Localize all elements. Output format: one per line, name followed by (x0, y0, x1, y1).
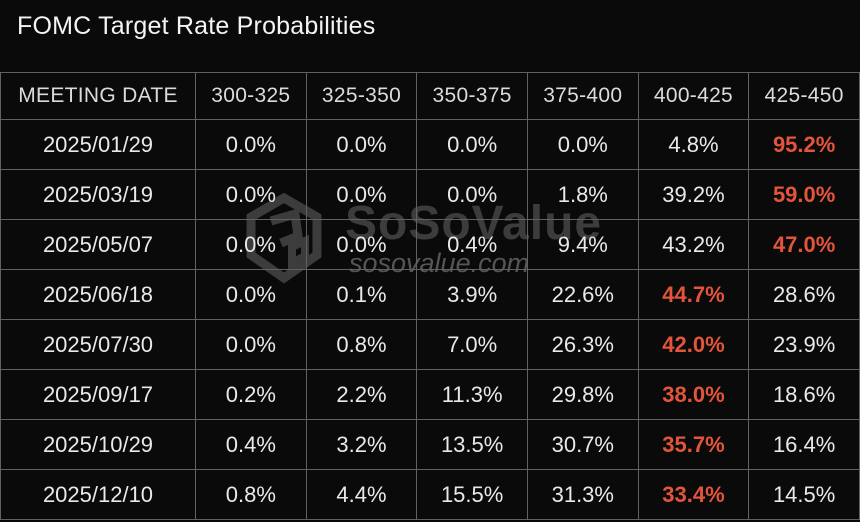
probability-cell: 0.0% (305, 169, 418, 220)
probability-cell: 39.2% (637, 169, 750, 220)
probability-cell: 26.3% (526, 319, 639, 370)
probability-cell: 0.0% (195, 319, 307, 370)
rate-probabilities-table: MEETING DATE 300-325 325-350 350-375 375… (0, 72, 860, 520)
probability-cell-highlighted: 44.7% (637, 269, 750, 320)
probability-cell-highlighted: 38.0% (637, 369, 750, 420)
probability-cell: 7.0% (416, 319, 528, 370)
table-row: 2025/09/17 0.2% 2.2% 11.3% 29.8% 38.0% 18.6% (0, 369, 860, 420)
column-header-300-325: 300-325 (195, 72, 307, 120)
table-row: 2025/01/29 0.0% 0.0% 0.0% 0.0% 4.8% 95.2% (0, 119, 860, 170)
table-row: 2025/10/29 0.4% 3.2% 13.5% 30.7% 35.7% 16.4% (0, 419, 860, 470)
probability-cell: 31.3% (526, 469, 639, 520)
probability-cell: 11.3% (416, 369, 528, 420)
probability-cell-highlighted: 42.0% (637, 319, 750, 370)
column-header-meeting-date: MEETING DATE (0, 72, 196, 120)
probability-cell: 28.6% (748, 269, 860, 320)
probability-cell: 0.0% (195, 119, 307, 170)
probability-cell-highlighted: 35.7% (637, 419, 750, 470)
page-title: FOMC Target Rate Probabilities (17, 12, 376, 40)
probability-cell: 0.0% (416, 169, 528, 220)
meeting-date-cell: 2025/03/19 (0, 169, 196, 220)
column-header-350-375: 350-375 (416, 72, 528, 120)
table-row: 2025/07/30 0.0% 0.8% 7.0% 26.3% 42.0% 23.9% (0, 319, 860, 370)
column-header-375-400: 375-400 (526, 72, 639, 120)
probability-cell: 0.0% (305, 219, 418, 270)
probability-cell: 0.0% (526, 119, 639, 170)
probability-cell: 0.4% (416, 219, 528, 270)
probability-cell: 16.4% (748, 419, 860, 470)
table-row: 2025/06/18 0.0% 0.1% 3.9% 22.6% 44.7% 28.6% (0, 269, 860, 320)
probability-cell: 0.0% (305, 119, 418, 170)
probability-cell: 0.1% (305, 269, 418, 320)
column-header-425-450: 425-450 (748, 72, 860, 120)
probability-cell-highlighted: 33.4% (637, 469, 750, 520)
meeting-date-cell: 2025/10/29 (0, 419, 196, 470)
probability-cell: 3.9% (416, 269, 528, 320)
probability-cell: 0.8% (305, 319, 418, 370)
probability-cell: 0.0% (195, 269, 307, 320)
probability-cell: 0.8% (195, 469, 307, 520)
probability-cell: 14.5% (748, 469, 860, 520)
probability-cell-highlighted: 47.0% (748, 219, 860, 270)
probability-cell: 0.0% (195, 219, 307, 270)
table-row: 2025/05/07 0.0% 0.0% 0.4% 9.4% 43.2% 47.0% (0, 219, 860, 270)
meeting-date-cell: 2025/07/30 (0, 319, 196, 370)
probability-cell: 23.9% (748, 319, 860, 370)
probability-cell: 1.8% (526, 169, 639, 220)
meeting-date-cell: 2025/09/17 (0, 369, 196, 420)
column-header-325-350: 325-350 (305, 72, 418, 120)
header-row: MEETING DATE 300-325 325-350 350-375 375… (0, 72, 860, 120)
probability-cell: 0.4% (195, 419, 307, 470)
meeting-date-cell: 2025/01/29 (0, 119, 196, 170)
probability-cell-highlighted: 95.2% (748, 119, 860, 170)
probability-cell: 3.2% (305, 419, 418, 470)
probability-cell: 4.4% (305, 469, 418, 520)
probability-cell-highlighted: 59.0% (748, 169, 860, 220)
title-bar: FOMC Target Rate Probabilities (0, 0, 860, 72)
column-header-400-425: 400-425 (637, 72, 750, 120)
meeting-date-cell: 2025/12/10 (0, 469, 196, 520)
probability-cell: 4.8% (637, 119, 750, 170)
probability-cell: 30.7% (526, 419, 639, 470)
probability-cell: 15.5% (416, 469, 528, 520)
probability-cell: 0.0% (416, 119, 528, 170)
probability-cell: 0.0% (195, 169, 307, 220)
probability-cell: 22.6% (526, 269, 639, 320)
probability-cell: 9.4% (526, 219, 639, 270)
probability-cell: 0.2% (195, 369, 307, 420)
probability-cell: 2.2% (305, 369, 418, 420)
probability-cell: 18.6% (748, 369, 860, 420)
probability-cell: 13.5% (416, 419, 528, 470)
probability-cell: 43.2% (637, 219, 750, 270)
meeting-date-cell: 2025/06/18 (0, 269, 196, 320)
meeting-date-cell: 2025/05/07 (0, 219, 196, 270)
probability-cell: 29.8% (526, 369, 639, 420)
table-row: 2025/03/19 0.0% 0.0% 0.0% 1.8% 39.2% 59.0% (0, 169, 860, 220)
table-body: 2025/01/29 0.0% 0.0% 0.0% 0.0% 4.8% 95.2% 2025/… (0, 119, 860, 520)
table-row: 2025/12/10 0.8% 4.4% 15.5% 31.3% 33.4% 14.5% (0, 469, 860, 520)
